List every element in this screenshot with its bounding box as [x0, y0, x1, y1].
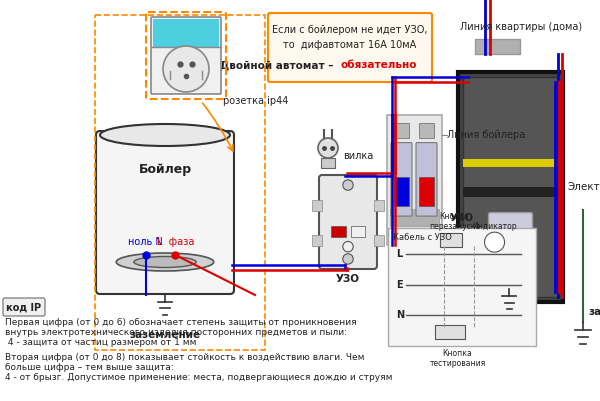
Text: УЗО: УЗО — [336, 274, 360, 284]
FancyBboxPatch shape — [3, 298, 45, 316]
Bar — [419, 123, 434, 138]
Bar — [321, 158, 335, 168]
Text: 4 - от брызг. Допустимое применение: места, подвергающиеся дождю и струям: 4 - от брызг. Допустимое применение: мес… — [5, 373, 392, 382]
Text: Электрощит: Электрощит — [568, 182, 600, 192]
Text: L  фаза: L фаза — [157, 237, 194, 247]
Ellipse shape — [116, 253, 214, 271]
Text: Индикатор: Индикатор — [472, 222, 517, 231]
Ellipse shape — [100, 124, 230, 146]
Text: Двойной автомат –: Двойной автомат – — [220, 60, 337, 70]
Text: N: N — [396, 310, 404, 320]
Text: Если с бойлером не идет УЗО,: Если с бойлером не идет УЗО, — [272, 25, 428, 35]
Text: заземление: заземление — [588, 307, 600, 317]
Circle shape — [343, 180, 353, 190]
Bar — [312, 200, 322, 211]
Bar — [463, 187, 558, 197]
Bar — [394, 123, 409, 138]
Bar — [374, 235, 384, 246]
Circle shape — [343, 241, 353, 252]
Bar — [374, 200, 384, 211]
Bar — [419, 177, 434, 206]
Text: УЗО: УЗО — [450, 213, 474, 223]
Bar — [463, 77, 558, 297]
Text: вилка: вилка — [343, 151, 373, 161]
Text: внутрь электротехнического изделия посторонних предметов и пыли:: внутрь электротехнического изделия посто… — [5, 328, 347, 337]
Text: E: E — [396, 279, 403, 290]
Circle shape — [343, 254, 353, 264]
Circle shape — [163, 46, 209, 92]
Bar — [390, 209, 439, 225]
Bar — [436, 325, 466, 339]
Text: Кнопка
перезапуска: Кнопка перезапуска — [429, 212, 480, 231]
Bar — [331, 227, 346, 237]
Bar — [440, 233, 462, 247]
Text: L: L — [396, 249, 402, 259]
Text: Линия квартиры (дома): Линия квартиры (дома) — [460, 22, 582, 32]
Bar — [152, 18, 220, 47]
FancyBboxPatch shape — [391, 143, 412, 216]
Text: Кабель с УЗО: Кабель с УЗО — [393, 233, 452, 242]
Text: заземление: заземление — [130, 330, 200, 340]
Circle shape — [485, 232, 505, 252]
Bar — [394, 177, 409, 206]
Bar — [496, 238, 508, 265]
Text: 4 - защита от частиц размером от 1 мм: 4 - защита от частиц размером от 1 мм — [5, 338, 197, 347]
FancyBboxPatch shape — [96, 131, 234, 294]
Text: обязательно: обязательно — [340, 60, 417, 70]
FancyBboxPatch shape — [268, 13, 432, 82]
Text: то  дифавтомат 16А 10мА: то дифавтомат 16А 10мА — [283, 40, 416, 50]
FancyBboxPatch shape — [488, 213, 533, 286]
Text: ноль N: ноль N — [128, 237, 163, 247]
Text: Вторая цифра (от 0 до 8) показывает стойкость к воздействию влаги. Чем: Вторая цифра (от 0 до 8) показывает стой… — [5, 353, 365, 362]
Circle shape — [318, 138, 338, 158]
Bar — [475, 39, 520, 54]
Text: больше цифра – тем выше защита:: больше цифра – тем выше защита: — [5, 363, 173, 372]
Bar — [350, 227, 365, 237]
FancyBboxPatch shape — [387, 115, 442, 245]
FancyBboxPatch shape — [388, 228, 536, 346]
Bar — [153, 19, 219, 47]
Text: Кнопка
тестирования: Кнопка тестирования — [430, 349, 485, 369]
Ellipse shape — [134, 257, 196, 267]
Bar — [463, 160, 558, 167]
Text: розетка ip44: розетка ip44 — [223, 96, 289, 106]
FancyBboxPatch shape — [416, 143, 437, 216]
Text: Первая цифра (от 0 до 6) обозначает степень защиты от проникновения: Первая цифра (от 0 до 6) обозначает степ… — [5, 318, 356, 327]
FancyBboxPatch shape — [151, 17, 221, 94]
Bar — [312, 235, 322, 246]
Text: код IP: код IP — [7, 302, 41, 312]
FancyBboxPatch shape — [319, 175, 377, 269]
Bar — [514, 238, 526, 265]
Text: Бойлер: Бойлер — [139, 164, 191, 176]
Text: Линия бойлера: Линия бойлера — [447, 130, 525, 140]
Bar — [458, 72, 563, 302]
